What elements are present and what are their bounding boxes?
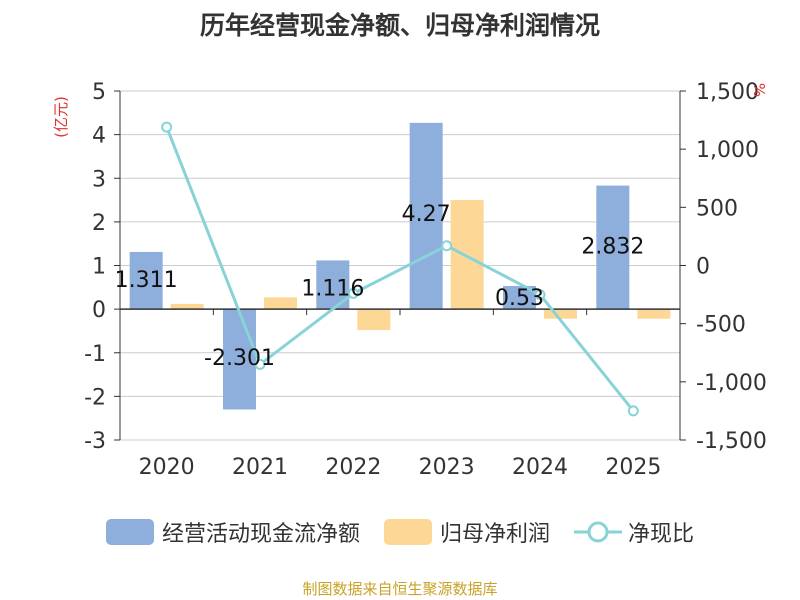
legend-label-profit: 归母净利润 xyxy=(439,522,550,547)
data-label: -2.301 xyxy=(204,346,275,371)
bar xyxy=(450,200,484,310)
bar xyxy=(596,185,630,310)
right-tick-label: 0 xyxy=(696,255,710,280)
right-tick-label: -1,500 xyxy=(696,429,767,454)
data-label: 4.27 xyxy=(402,202,451,227)
legend-label-cashflow: 经营活动现金流净额 xyxy=(161,522,360,547)
right-tick-label: 1,000 xyxy=(696,138,759,163)
right-tick-label: 1,500 xyxy=(696,80,759,105)
x-tick-label: 2020 xyxy=(139,455,195,480)
legend-swatch-profit xyxy=(383,519,432,545)
left-tick-label: 5 xyxy=(92,80,106,105)
bar xyxy=(170,303,204,310)
left-tick-label: 3 xyxy=(92,167,106,192)
x-tick-label: 2021 xyxy=(232,455,288,480)
left-tick-label: 0 xyxy=(92,298,106,323)
ratio-point xyxy=(347,287,359,299)
ratio-point xyxy=(627,405,639,417)
bars xyxy=(129,122,671,410)
data-label: 1.116 xyxy=(301,276,364,301)
legend-item-cashflow[interactable]: 经营活动现金流净额 xyxy=(105,516,360,548)
legend-item-profit[interactable]: 归母净利润 xyxy=(383,516,550,548)
left-tick-label: 4 xyxy=(92,124,106,149)
legend-swatch-cashflow xyxy=(105,519,154,545)
legend-item-ratio[interactable]: 净现比 xyxy=(574,516,694,548)
legend-label-ratio: 净现比 xyxy=(628,522,695,547)
source-note: 制图数据来自恒生聚源数据库 xyxy=(302,580,498,598)
left-tick-label: -1 xyxy=(84,342,106,367)
right-tick-label: -500 xyxy=(696,313,746,338)
gridlines xyxy=(120,90,680,441)
ratio-point xyxy=(161,121,173,133)
bar xyxy=(129,251,163,310)
data-label: 1.311 xyxy=(115,268,178,293)
data-labels: 1.311 -2.301 1.116 4.27 0.53 2.832 xyxy=(115,202,645,371)
bar xyxy=(223,309,256,410)
legend-swatch-ratio xyxy=(574,521,622,543)
right-tick-label: 500 xyxy=(696,196,738,221)
left-tick-label: 2 xyxy=(92,211,106,236)
ratio-point xyxy=(534,289,546,301)
bar xyxy=(409,122,443,310)
bar xyxy=(637,309,671,319)
x-tick-label: 2022 xyxy=(325,455,381,480)
x-tick-label: 2023 xyxy=(419,455,475,480)
ratio-point xyxy=(441,240,453,252)
left-tick-label: 1 xyxy=(92,255,106,280)
ratio-point xyxy=(254,358,266,370)
bar xyxy=(264,297,297,310)
axes: 5 4 3 2 1 0 -1 -2 -3 1,500 1,000 500 0 -500 -1,000 -1,5… xyxy=(84,80,767,480)
ratio-polyline xyxy=(165,126,635,412)
bar xyxy=(503,286,536,310)
data-label: 2.832 xyxy=(581,235,644,260)
bar xyxy=(544,309,577,319)
right-tick-label: -1,000 xyxy=(696,371,767,396)
bar xyxy=(357,309,391,331)
x-tick-label: 2025 xyxy=(605,455,661,480)
left-axis-label: (亿元) xyxy=(52,96,70,138)
ratio-line xyxy=(161,121,639,417)
chart-title: 历年经营现金净额、归母净利润情况 xyxy=(199,11,600,40)
right-axis-label: % xyxy=(750,83,768,97)
left-tick-label: -3 xyxy=(84,429,106,454)
data-label: 0.53 xyxy=(495,286,544,311)
left-tick-label: -2 xyxy=(84,385,106,410)
x-tick-label: 2024 xyxy=(512,455,568,480)
legend: 经营活动现金流净额 归母净利润 净现比 xyxy=(0,516,800,548)
